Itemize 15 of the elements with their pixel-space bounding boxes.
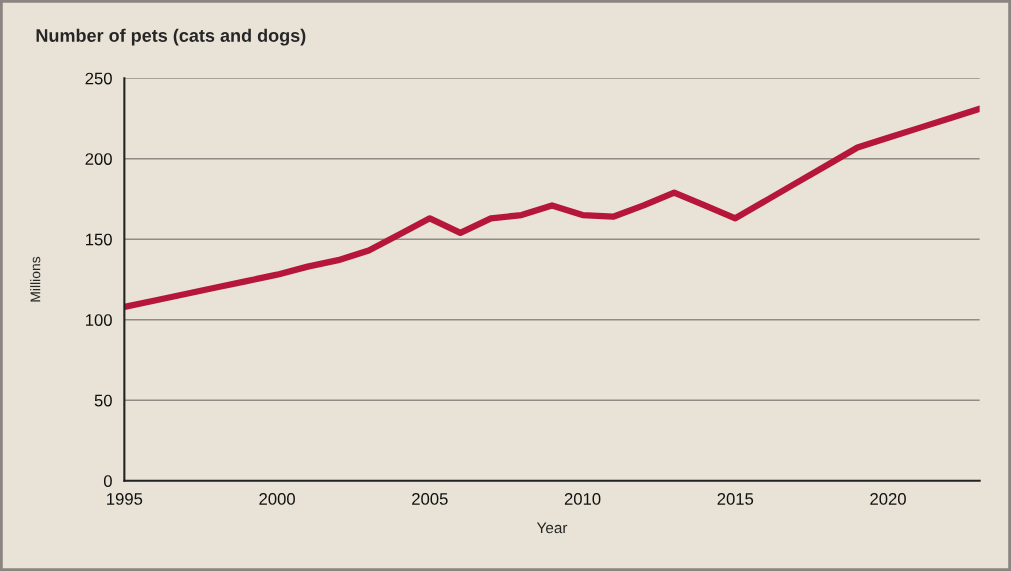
x-tick-label: 1995 [107, 493, 143, 505]
x-tick-label: 2015 [717, 493, 754, 505]
y-tick-label: 0 [103, 475, 112, 487]
y-axis-title: Millions [30, 256, 41, 302]
y-tick-label: 100 [86, 314, 112, 326]
x-axis-title: Year [536, 522, 568, 534]
x-tick-label: 2010 [564, 493, 601, 505]
y-tick-label: 250 [85, 72, 112, 85]
y-tick-label: 200 [85, 153, 112, 165]
y-tick-label: 50 [94, 394, 112, 407]
x-tick-label: 2000 [259, 493, 295, 505]
x-tick-label: 2005 [412, 493, 448, 505]
y-tick-label: 150 [86, 233, 112, 246]
x-tick-label: 2020 [870, 493, 906, 505]
chart-title: Number of pets (cats and dogs) [36, 28, 306, 46]
